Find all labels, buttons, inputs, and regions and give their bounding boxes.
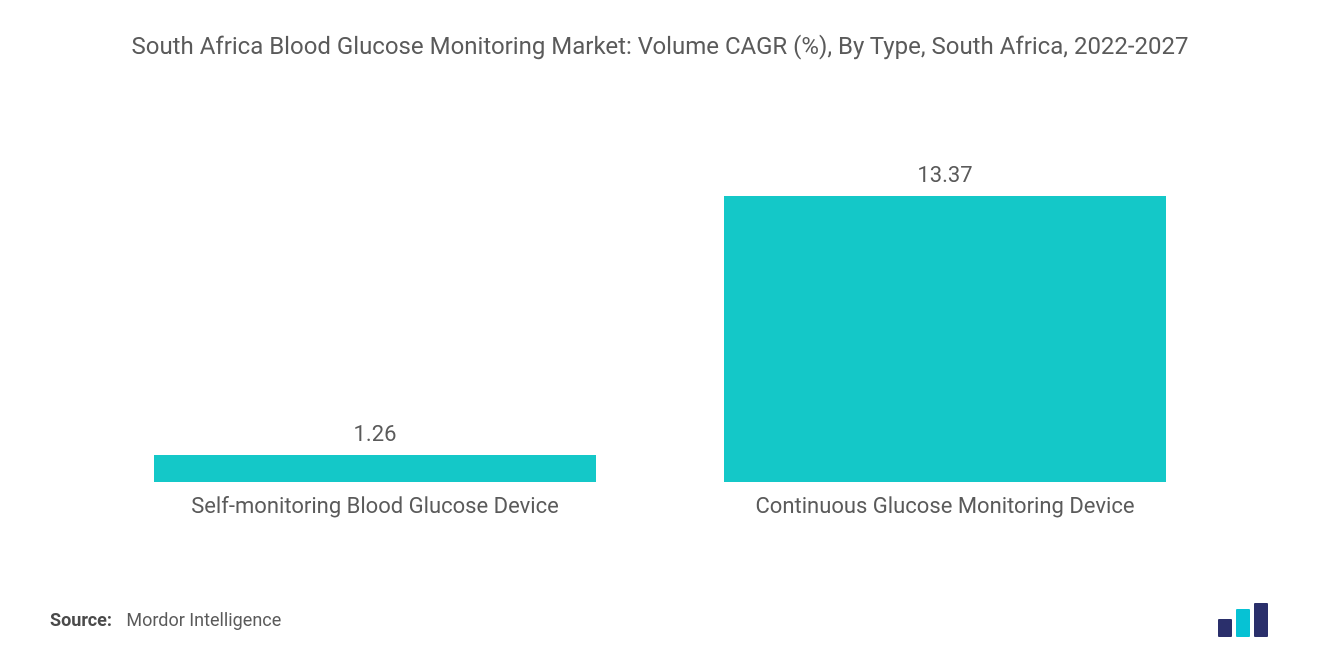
bar-group: 13.37 [694, 163, 1196, 483]
bar-value-label: 1.26 [354, 422, 397, 447]
source-attribution: Source: Mordor Intelligence [50, 610, 281, 631]
mordor-logo-icon [1216, 603, 1270, 637]
bar-value-label: 13.37 [917, 163, 972, 188]
footer: Source: Mordor Intelligence [50, 603, 1270, 637]
bar [724, 196, 1165, 483]
bar [154, 455, 595, 482]
bar-group: 1.26 [124, 422, 626, 482]
source-label: Source: [50, 610, 112, 631]
chart-plot-area: 1.26 13.37 [50, 122, 1270, 482]
chart-container: South Africa Blood Glucose Monitoring Ma… [0, 0, 1320, 665]
chart-title: South Africa Blood Glucose Monitoring Ma… [110, 30, 1210, 62]
x-axis-label: Self-monitoring Blood Glucose Device [124, 494, 626, 519]
x-axis-label: Continuous Glucose Monitoring Device [694, 494, 1196, 519]
source-text: Mordor Intelligence [126, 610, 281, 631]
x-axis: Self-monitoring Blood Glucose Device Cont… [50, 482, 1270, 519]
brand-logo [1216, 603, 1270, 637]
